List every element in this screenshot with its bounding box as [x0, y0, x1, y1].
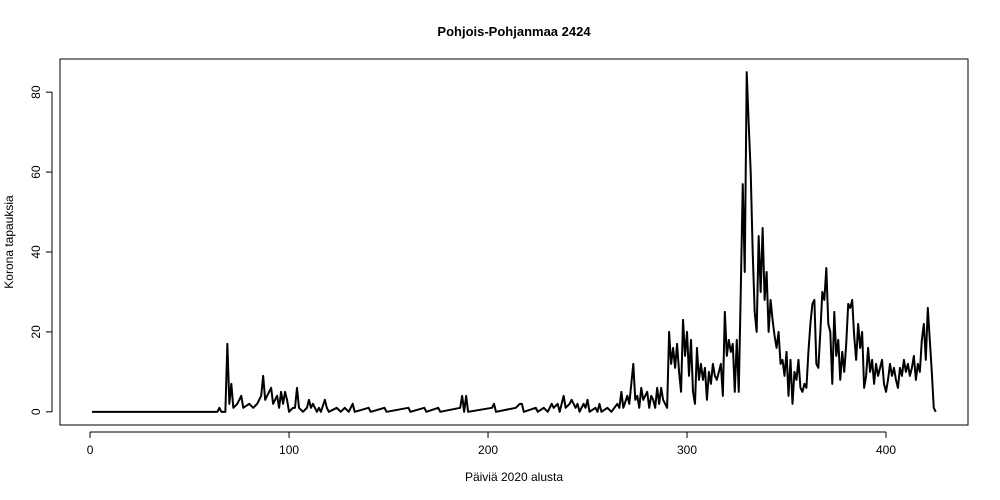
x-tick-label: 0 [87, 443, 94, 457]
x-axis-label: Päiviä 2020 alusta [465, 470, 563, 484]
data-line [92, 71, 937, 413]
x-tick-label: 200 [478, 443, 498, 457]
x-tick-label: 300 [677, 443, 697, 457]
plot-frame [59, 58, 969, 426]
y-tick-label: 20 [29, 325, 43, 339]
y-tick-label: 60 [29, 165, 43, 179]
chart-title: Pohjois-Pohjanmaa 2424 [437, 24, 591, 39]
x-tick-label: 400 [876, 443, 896, 457]
x-tick-label: 100 [279, 443, 299, 457]
y-tick-label: 0 [29, 408, 43, 415]
y-tick-label: 80 [29, 85, 43, 99]
y-axis-label: Korona tapauksia [2, 195, 16, 289]
y-tick-label: 40 [29, 245, 43, 259]
